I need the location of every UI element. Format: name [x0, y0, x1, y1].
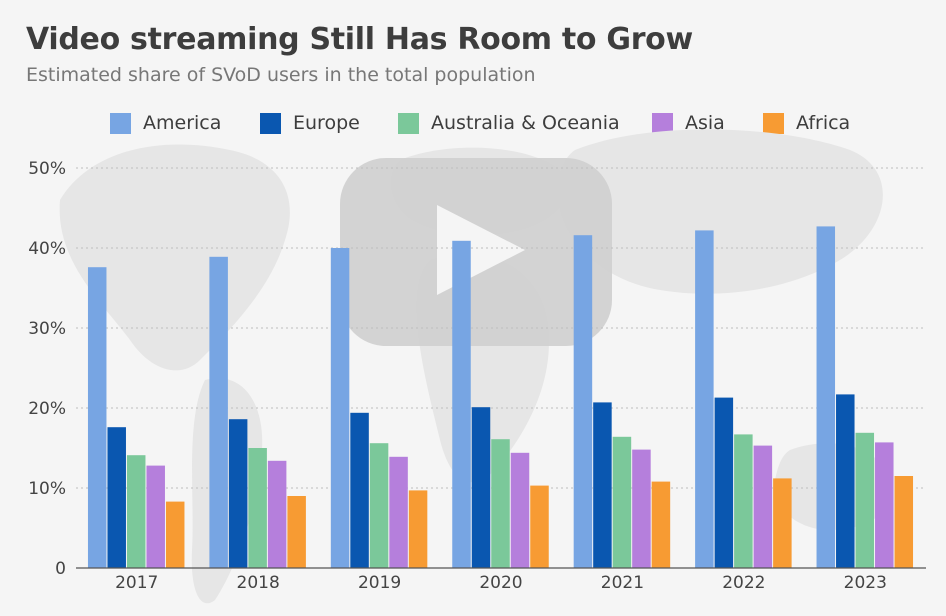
legend-item-europe: Europe [260, 110, 360, 136]
x-tick-label: 2023 [844, 573, 887, 593]
bar-america-2018 [209, 256, 228, 568]
legend-label-australia-oceania: Australia & Oceania [431, 112, 620, 134]
x-axis: 2017 2018 2019 2020 2021 2022 2023 [115, 573, 887, 593]
x-tick-label: 2019 [358, 573, 401, 593]
play-icon [340, 158, 612, 346]
bar-australia-oceania-2019 [369, 443, 389, 568]
chart-title: Video streaming Still Has Room to Grow [26, 22, 693, 57]
chart-subtitle: Estimated share of SVoD users in the tot… [26, 64, 536, 86]
bar-america-2023 [816, 226, 836, 568]
y-tick-label: 30% [28, 319, 66, 339]
legend-item-africa: Africa [763, 110, 850, 136]
y-tick-label: 0 [55, 559, 66, 579]
x-tick-label: 2022 [722, 573, 765, 593]
legend-label-asia: Asia [685, 112, 725, 134]
legend-swatch-africa [763, 112, 784, 134]
bar-africa-2019 [408, 490, 428, 568]
bar-africa-2017 [165, 501, 185, 568]
bar-africa-2021 [651, 481, 671, 568]
bar-africa-2018 [287, 496, 306, 568]
bar-australia-oceania-2022 [734, 434, 753, 568]
bar-america-2021 [573, 235, 593, 568]
legend-label-europe: Europe [293, 112, 360, 134]
bar-australia-oceania-2023 [855, 432, 875, 568]
bar-europe-2018 [228, 419, 248, 568]
y-axis: 0 10% 20% 30% 40% 50% [28, 159, 66, 579]
bar-europe-2019 [350, 412, 369, 568]
legend-swatch-australia-oceania [398, 112, 419, 134]
bar-australia-oceania-2021 [612, 436, 632, 568]
legend-label-africa: Africa [796, 112, 851, 134]
legend-item-america: America [110, 110, 221, 136]
bars [87, 226, 914, 569]
bar-america-2017 [87, 267, 107, 568]
bar-asia-2019 [389, 456, 408, 568]
bar-asia-2023 [875, 442, 894, 568]
bar-australia-oceania-2017 [126, 455, 146, 568]
bar-europe-2021 [593, 402, 612, 568]
bar-america-2022 [695, 230, 714, 568]
bar-asia-2022 [753, 445, 773, 568]
bar-asia-2021 [632, 449, 651, 568]
bar-europe-2017 [107, 427, 126, 568]
bar-africa-2023 [894, 476, 914, 568]
x-tick-label: 2020 [479, 573, 522, 593]
bar-asia-2018 [267, 460, 287, 568]
legend-item-australia-oceania: Australia & Oceania [398, 110, 620, 136]
x-tick-label: 2017 [115, 573, 158, 593]
legend-swatch-europe [260, 112, 281, 134]
bar-america-2020 [452, 240, 471, 569]
bar-africa-2022 [773, 478, 792, 568]
bar-america-2019 [330, 248, 350, 568]
x-tick-label: 2021 [601, 573, 644, 593]
legend-item-asia: Asia [652, 110, 725, 136]
bar-europe-2022 [714, 397, 734, 568]
x-tick-label: 2018 [237, 573, 280, 593]
bar-asia-2017 [146, 465, 165, 568]
legend-label-america: America [143, 112, 222, 134]
legend-swatch-asia [652, 112, 673, 134]
y-tick-label: 50% [28, 159, 66, 179]
y-tick-label: 10% [28, 479, 66, 499]
legend-swatch-america [110, 112, 131, 134]
y-tick-label: 40% [28, 239, 66, 259]
bar-europe-2023 [836, 394, 855, 568]
bar-asia-2020 [510, 452, 530, 568]
y-tick-label: 20% [28, 399, 66, 419]
bar-africa-2020 [530, 485, 549, 568]
bar-australia-oceania-2020 [491, 439, 510, 568]
bar-europe-2020 [471, 407, 491, 568]
bar-australia-oceania-2018 [248, 448, 267, 568]
